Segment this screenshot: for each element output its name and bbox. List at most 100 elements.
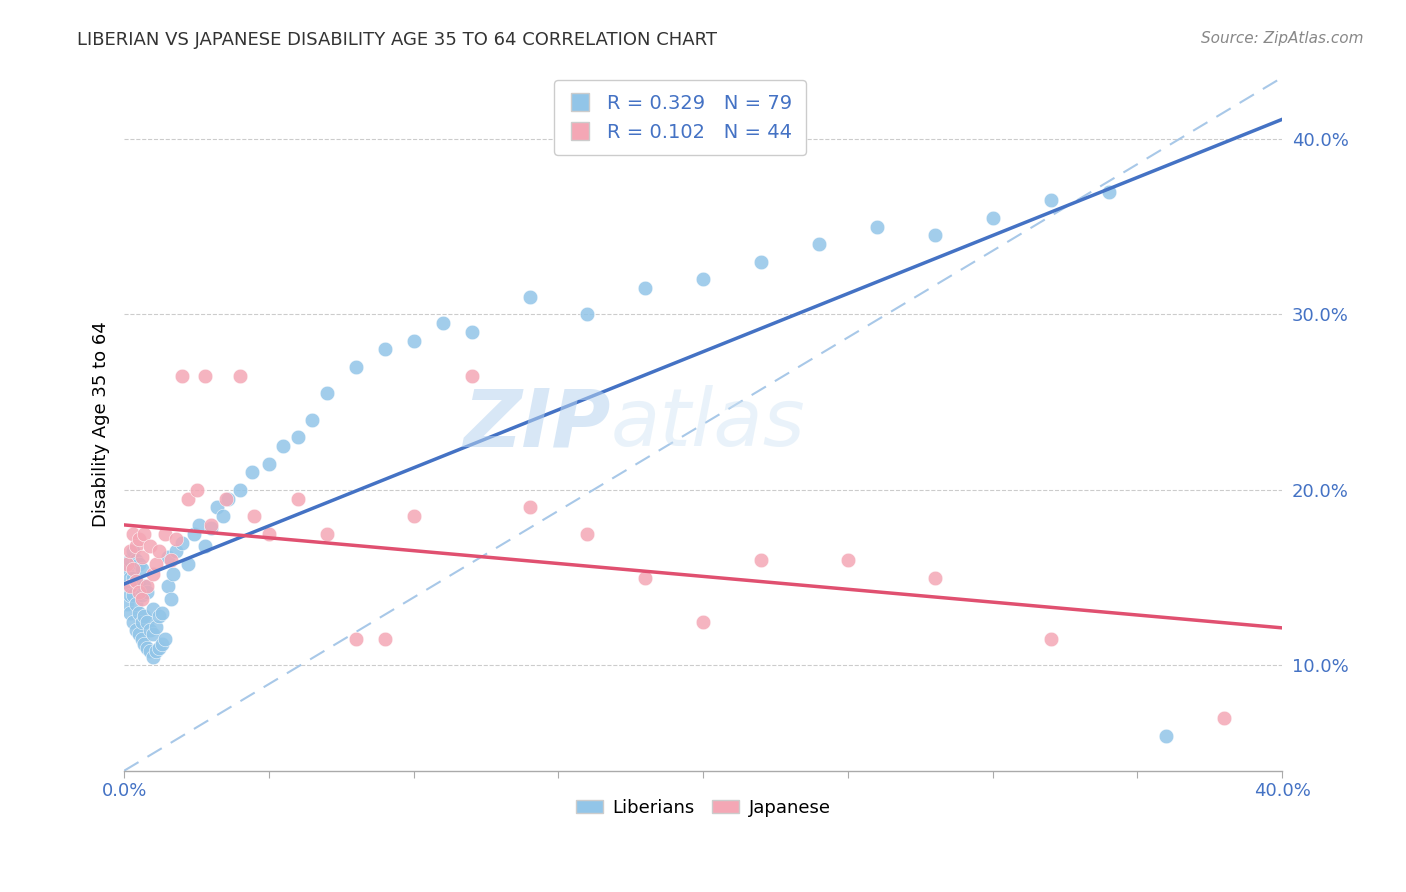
Point: [115, 597, 138, 611]
Point: [148, 609, 170, 624]
Point: [145, 644, 167, 658]
Legend: Liberians, Japanese: Liberians, Japanese: [569, 791, 838, 824]
Point: [136, 640, 159, 655]
Point: [122, 526, 145, 541]
Point: [1039, 632, 1062, 646]
Point: [194, 368, 217, 383]
Point: [131, 615, 153, 629]
Point: [344, 632, 367, 646]
Point: [134, 526, 156, 541]
Point: [749, 553, 772, 567]
Point: [142, 649, 165, 664]
Point: [634, 281, 657, 295]
Point: [749, 254, 772, 268]
Point: [136, 584, 159, 599]
Point: [148, 544, 170, 558]
Point: [214, 491, 236, 506]
Point: [118, 588, 141, 602]
Point: [142, 627, 165, 641]
Point: [134, 579, 156, 593]
Point: [519, 500, 541, 515]
Point: [128, 532, 150, 546]
Point: [924, 228, 946, 243]
Point: [128, 557, 150, 571]
Point: [125, 553, 148, 567]
Point: [142, 567, 165, 582]
Point: [122, 588, 145, 602]
Point: [118, 579, 141, 593]
Point: [156, 579, 179, 593]
Point: [125, 624, 148, 638]
Point: [156, 549, 179, 564]
Point: [122, 544, 145, 558]
Point: [172, 535, 194, 549]
Point: [131, 549, 153, 564]
Point: [243, 509, 266, 524]
Point: [924, 571, 946, 585]
Point: [115, 579, 138, 593]
Point: [131, 632, 153, 646]
Text: atlas: atlas: [610, 385, 806, 463]
Point: [315, 526, 337, 541]
Point: [128, 627, 150, 641]
Point: [150, 606, 173, 620]
Point: [432, 316, 454, 330]
Point: [150, 637, 173, 651]
Point: [118, 606, 141, 620]
Point: [128, 584, 150, 599]
Point: [131, 588, 153, 602]
Text: ZIP: ZIP: [463, 385, 610, 463]
Point: [837, 553, 859, 567]
Point: [162, 567, 184, 582]
Point: [159, 591, 181, 606]
Point: [153, 526, 176, 541]
Point: [217, 491, 239, 506]
Point: [866, 219, 889, 234]
Point: [273, 439, 295, 453]
Point: [257, 526, 280, 541]
Point: [1097, 185, 1119, 199]
Point: [139, 624, 162, 638]
Point: [460, 325, 482, 339]
Y-axis label: Disability Age 35 to 64: Disability Age 35 to 64: [93, 321, 110, 527]
Point: [301, 412, 323, 426]
Text: LIBERIAN VS JAPANESE DISABILITY AGE 35 TO 64 CORRELATION CHART: LIBERIAN VS JAPANESE DISABILITY AGE 35 T…: [77, 31, 717, 49]
Point: [200, 518, 222, 533]
Point: [402, 334, 425, 348]
Point: [148, 640, 170, 655]
Point: [134, 637, 156, 651]
Point: [165, 544, 187, 558]
Point: [374, 343, 396, 357]
Point: [576, 526, 599, 541]
Point: [211, 509, 233, 524]
Point: [139, 539, 162, 553]
Point: [139, 644, 162, 658]
Point: [136, 579, 159, 593]
Point: [808, 237, 831, 252]
Point: [229, 368, 252, 383]
Point: [142, 602, 165, 616]
Point: [165, 532, 187, 546]
Point: [287, 430, 309, 444]
Point: [131, 562, 153, 576]
Point: [205, 500, 228, 515]
Point: [118, 553, 141, 567]
Point: [188, 518, 211, 533]
Point: [145, 620, 167, 634]
Point: [159, 553, 181, 567]
Point: [402, 509, 425, 524]
Point: [374, 632, 396, 646]
Point: [287, 491, 309, 506]
Point: [240, 466, 263, 480]
Point: [131, 591, 153, 606]
Point: [153, 632, 176, 646]
Point: [125, 539, 148, 553]
Point: [692, 272, 714, 286]
Point: [186, 483, 208, 497]
Point: [125, 597, 148, 611]
Point: [692, 615, 714, 629]
Point: [128, 579, 150, 593]
Point: [172, 368, 194, 383]
Point: [344, 359, 367, 374]
Point: [576, 307, 599, 321]
